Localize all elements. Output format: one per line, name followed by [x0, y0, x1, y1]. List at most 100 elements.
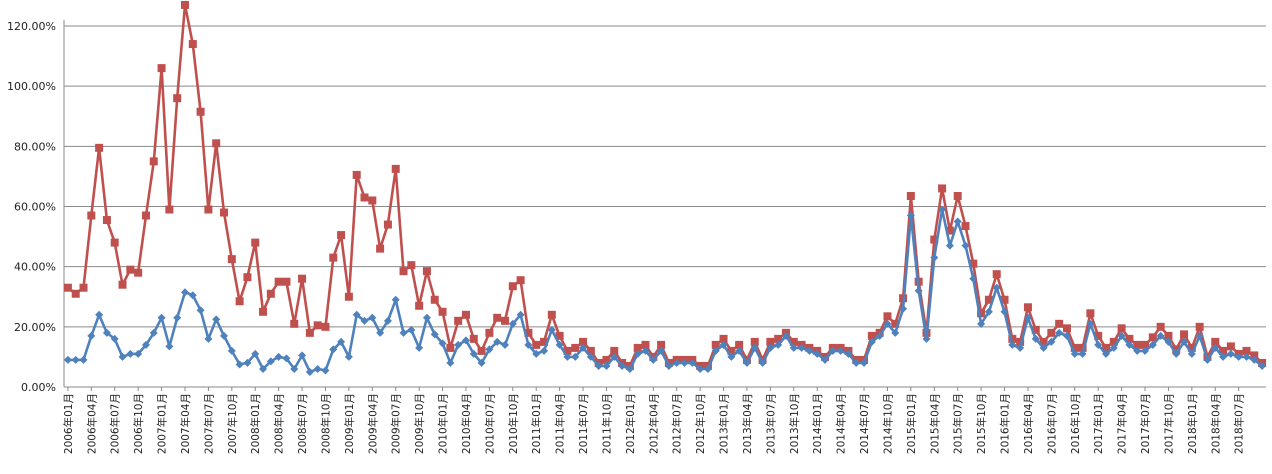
data-point — [71, 355, 80, 364]
data-point — [547, 325, 556, 334]
x-tick-label: 2012年07月 — [671, 393, 684, 454]
x-tick-label: 2017年10月 — [1162, 393, 1175, 454]
data-point — [87, 331, 96, 340]
data-point — [243, 358, 252, 367]
data-point — [1195, 322, 1204, 331]
data-point — [422, 313, 431, 322]
data-point — [149, 157, 158, 166]
data-point — [251, 238, 260, 247]
series-line — [67, 3, 1264, 368]
data-point — [329, 345, 338, 354]
data-point — [883, 319, 892, 328]
data-point — [508, 319, 517, 328]
data-point — [805, 346, 814, 355]
data-point — [781, 331, 790, 340]
data-point — [555, 331, 564, 340]
data-point — [532, 340, 541, 349]
x-tick-label: 2015年04月 — [928, 393, 941, 454]
x-tick-label: 2013年04月 — [741, 393, 754, 454]
data-point — [1039, 337, 1048, 346]
data-point — [87, 211, 96, 220]
data-point — [438, 339, 447, 348]
x-tick-label: 2010年10月 — [507, 393, 520, 454]
data-point — [290, 319, 299, 328]
data-point — [1234, 352, 1243, 361]
data-point — [227, 255, 236, 264]
data-point — [422, 267, 431, 276]
data-point — [446, 358, 455, 367]
data-point — [719, 334, 728, 343]
data-point — [516, 276, 525, 285]
gridlines — [64, 25, 1266, 328]
series-layer — [63, 0, 1267, 376]
data-point — [579, 337, 588, 346]
x-tick-label: 2012年01月 — [624, 393, 637, 454]
x-tick-label: 2016年10月 — [1069, 393, 1082, 454]
data-point — [867, 331, 876, 340]
data-point — [930, 253, 939, 262]
x-tick-label: 2008年10月 — [319, 393, 332, 454]
x-tick-label: 2012年10月 — [694, 393, 707, 454]
data-point — [1180, 330, 1189, 339]
data-point — [157, 64, 166, 73]
x-tick-label: 2018年04月 — [1209, 393, 1222, 454]
data-point — [1008, 334, 1017, 343]
data-point — [1078, 349, 1087, 358]
data-point — [1094, 331, 1103, 340]
data-point — [469, 349, 478, 358]
x-tick-label: 2013年10月 — [788, 393, 801, 454]
x-tick-label: 2011年10月 — [600, 393, 613, 454]
data-point — [774, 334, 783, 343]
data-point — [547, 310, 556, 319]
data-point — [571, 343, 580, 352]
x-tick-label: 2009年04月 — [366, 393, 379, 454]
x-tick-label: 2011年07月 — [577, 393, 590, 454]
data-point — [1070, 343, 1079, 352]
data-point — [984, 307, 993, 316]
data-point — [313, 364, 322, 373]
data-point — [1109, 337, 1118, 346]
data-point — [1047, 337, 1056, 346]
data-point — [1148, 340, 1157, 349]
data-point — [1101, 349, 1110, 358]
data-point — [469, 334, 478, 343]
data-point — [1086, 309, 1095, 318]
data-point — [454, 340, 463, 349]
data-point — [563, 346, 572, 355]
x-tick-label: 2014年07月 — [858, 393, 871, 454]
data-point — [1125, 334, 1134, 343]
x-tick-label: 2013年01月 — [718, 393, 731, 454]
x-tick-label: 2010年07月 — [483, 393, 496, 454]
data-point — [188, 40, 197, 49]
y-tick-label: 120.00% — [7, 20, 56, 33]
data-point — [63, 355, 72, 364]
x-tick-label: 2008年01月 — [249, 393, 262, 454]
data-point — [836, 346, 845, 355]
x-tick-label: 2013年07月 — [764, 393, 777, 454]
data-point — [1203, 355, 1212, 364]
data-point — [610, 346, 619, 355]
data-point — [399, 267, 408, 276]
data-point — [1250, 355, 1259, 364]
data-point — [344, 352, 353, 361]
data-point — [742, 358, 751, 367]
data-point — [383, 220, 392, 229]
data-point — [243, 273, 252, 282]
data-point — [477, 358, 486, 367]
data-point — [180, 288, 189, 297]
data-point — [758, 358, 767, 367]
data-point — [259, 364, 268, 373]
data-point — [493, 337, 502, 346]
data-point — [1226, 349, 1235, 358]
data-point — [516, 310, 525, 319]
x-tick-label: 2006年10月 — [132, 393, 145, 454]
y-tick-label: 60.00% — [14, 201, 56, 214]
x-tick-label: 2017年04月 — [1116, 393, 1129, 454]
data-point — [282, 354, 291, 363]
data-point — [173, 313, 182, 322]
data-point — [118, 352, 127, 361]
data-point — [149, 328, 158, 337]
data-point — [696, 364, 705, 373]
data-point — [555, 340, 564, 349]
